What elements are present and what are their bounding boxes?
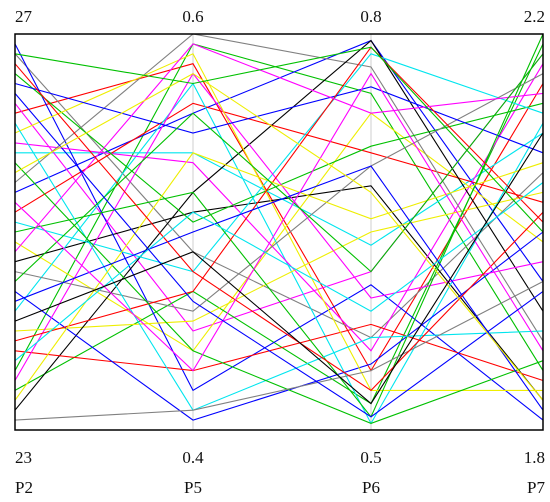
axis-name-p6: P6: [362, 478, 380, 497]
series-line-1: [14, 63, 544, 372]
series-line-30: [14, 152, 544, 401]
axis-max-label-p5: 0.6: [182, 7, 203, 26]
axis-name-p2: P2: [15, 478, 33, 497]
series-line-20: [14, 53, 544, 273]
series-line-33: [14, 63, 544, 392]
series-line-37: [14, 93, 544, 418]
series-line-32: [14, 165, 544, 411]
plot-frame: [14, 33, 544, 431]
axis-max-label-p7: 2.2: [524, 7, 545, 26]
axis-min-label-p5: 0.4: [182, 448, 204, 467]
series-line-17: [14, 323, 544, 382]
axis-name-p7: P7: [527, 478, 545, 497]
series-line-40: [14, 46, 544, 233]
axis-min-label-p7: 1.8: [524, 448, 545, 467]
series-line-29: [14, 162, 544, 424]
series-line-9: [14, 102, 544, 213]
series-line-16: [14, 39, 544, 411]
axis-name-p5: P5: [184, 478, 202, 497]
series-line-28: [14, 43, 544, 253]
series-line-19: [14, 231, 544, 421]
series-line-2: [14, 43, 544, 371]
axis-max-label-p2: 27: [15, 7, 33, 26]
series-line-13: [14, 63, 544, 352]
series-line-38: [14, 72, 544, 401]
plot-area: [15, 34, 543, 430]
series-line-39: [14, 132, 544, 405]
axis-max-label-p6: 0.8: [360, 7, 381, 26]
axis-min-label-p2: 23: [15, 448, 32, 467]
axis-min-label-p6: 0.5: [360, 448, 381, 467]
series-lines: [14, 33, 544, 425]
series-line-24: [14, 82, 544, 154]
series-line-31: [14, 281, 544, 421]
series-line-26: [14, 46, 544, 342]
series-line-25: [14, 33, 544, 418]
